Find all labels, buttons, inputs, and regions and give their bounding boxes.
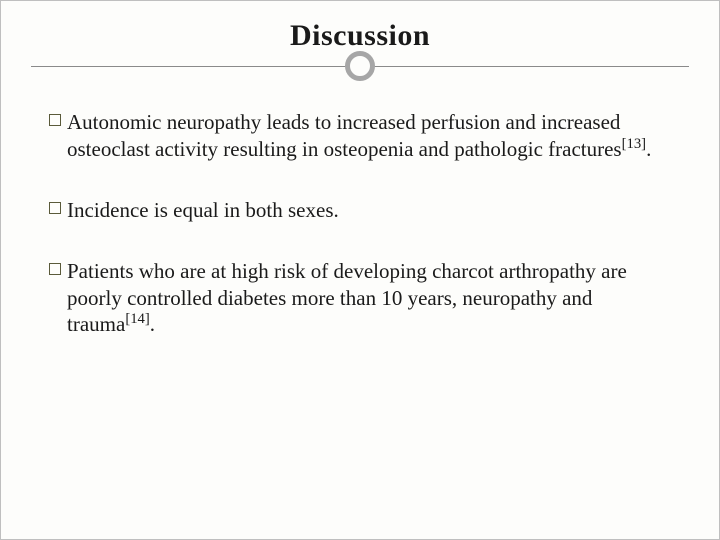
bullet-text: Patients who are at high risk of develop… (67, 258, 671, 339)
bullet-text-before: Incidence is equal in both sexes. (67, 198, 339, 222)
bullet-text-after: . (646, 137, 651, 161)
list-item: Autonomic neuropathy leads to increased … (49, 109, 671, 163)
citation: [14] (125, 311, 149, 327)
bullet-text: Autonomic neuropathy leads to increased … (67, 109, 671, 163)
bullet-text-before: Autonomic neuropathy leads to increased … (67, 110, 622, 161)
bullet-square-icon (49, 202, 61, 214)
bullet-text-after: . (150, 312, 155, 336)
bullet-square-icon (49, 263, 61, 275)
bullet-square-icon (49, 114, 61, 126)
list-item: Incidence is equal in both sexes. (49, 197, 671, 224)
slide-title: Discussion (31, 19, 689, 53)
bullet-text: Incidence is equal in both sexes. (67, 197, 671, 224)
list-item: Patients who are at high risk of develop… (49, 258, 671, 339)
slide-body: Autonomic neuropathy leads to increased … (31, 81, 689, 338)
title-ring-icon (345, 51, 375, 81)
citation: [13] (622, 136, 646, 152)
slide: Discussion Autonomic neuropathy leads to… (0, 0, 720, 540)
title-area: Discussion (31, 19, 689, 81)
